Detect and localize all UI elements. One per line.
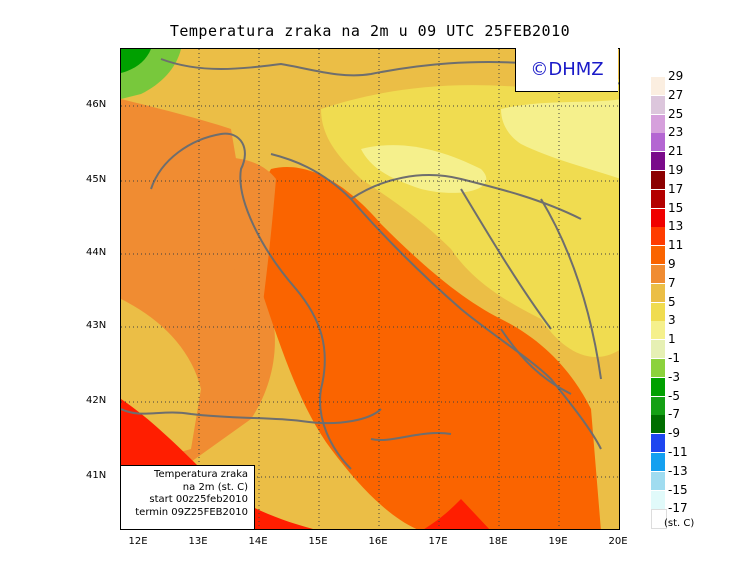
- legend-swatch: [651, 509, 667, 530]
- lon-label: 19E: [548, 536, 568, 547]
- legend-swatch: [651, 246, 665, 265]
- lon-label: 20E: [608, 536, 628, 547]
- lon-label: 13E: [188, 536, 208, 547]
- legend-swatch: [651, 359, 665, 377]
- hot-ionian-zone: [424, 499, 490, 529]
- lon-label: 14E: [248, 536, 268, 547]
- adriatic-sea: [255, 167, 601, 529]
- legend-level-label: 9: [668, 257, 676, 271]
- lon-label: 15E: [308, 536, 328, 547]
- legend-swatch: [651, 434, 665, 453]
- legend-level-label: 7: [668, 275, 676, 290]
- lon-label: 18E: [488, 536, 508, 547]
- lat-label: 42N: [86, 395, 107, 406]
- lon-label: 12E: [128, 536, 148, 547]
- info-line: start 00z25feb2010: [149, 494, 248, 505]
- legend-swatch: [651, 171, 665, 189]
- legend-swatch: [651, 114, 665, 133]
- legend-level-label: -17: [668, 501, 688, 516]
- info-line: Temperatura zraka: [154, 469, 248, 480]
- legend-level-label: 29: [668, 69, 684, 83]
- lat-label: 43N: [86, 320, 107, 331]
- legend-swatch: [651, 302, 665, 321]
- legend-level-label: 15: [668, 200, 684, 215]
- map-title: Temperatura zraka na 2m u 09 UTC 25FEB20…: [169, 22, 571, 40]
- legend-swatch: [651, 152, 665, 171]
- legend-swatch: [651, 321, 665, 340]
- legend-level-label: 3: [668, 313, 676, 328]
- legend-swatch: [651, 189, 665, 208]
- info-box: Temperatura zraka na 2m (st. C) start 00…: [121, 465, 255, 529]
- legend-level-label: 23: [668, 125, 684, 140]
- coldest-alpine-zone: [121, 49, 151, 73]
- legend-level-label: -1: [668, 351, 680, 365]
- legend-level-label: 21: [668, 144, 684, 159]
- info-line: na 2m (st. C): [182, 481, 248, 493]
- legend-level-label: -15: [668, 482, 688, 497]
- lon-label: 16E: [368, 536, 388, 547]
- legend-swatch: [651, 283, 665, 302]
- graticule: [121, 49, 619, 529]
- cold-pannonian-zone: [361, 145, 487, 193]
- legend-unit: (st. C): [664, 518, 695, 529]
- legend-level-label: 11: [668, 238, 684, 253]
- lat-label: 41N: [86, 470, 107, 481]
- legend-swatch: [651, 77, 665, 95]
- legend-swatch: [651, 95, 665, 114]
- legend-level-label: -9: [668, 426, 680, 441]
- legend-level-label: 13: [668, 219, 684, 234]
- legend-level-label: 1: [668, 332, 676, 347]
- legend-level-label: 25: [668, 106, 684, 121]
- lat-label: 44N: [86, 247, 107, 258]
- info-line: termin 09Z25FEB2010: [135, 506, 248, 518]
- legend-swatch: [651, 208, 665, 227]
- legend-level-label: -7: [668, 407, 680, 422]
- dhmz-watermark: ©DHMZ: [515, 48, 618, 92]
- temperature-field: [121, 49, 619, 529]
- istria-venice-zone: [201, 157, 276, 319]
- legend-swatch: [651, 340, 665, 359]
- lon-label: 17E: [428, 536, 448, 547]
- legend-swatch: [651, 490, 665, 509]
- legend-level-label: 19: [668, 163, 684, 177]
- cold-northeast-zone: [501, 99, 619, 179]
- legend-level-label: 17: [668, 181, 684, 196]
- legend-swatch: [651, 453, 665, 471]
- legend-swatch: [651, 227, 665, 246]
- temperature-map: [120, 48, 620, 530]
- legend-level-label: 27: [668, 87, 684, 102]
- legend-swatch: [651, 377, 665, 396]
- legend-swatch: [651, 133, 665, 152]
- legend-swatch: [651, 415, 665, 434]
- legend-swatch: [651, 265, 665, 283]
- legend-level-label: 5: [668, 294, 676, 309]
- legend-level-label: -11: [668, 445, 688, 459]
- legend-swatch: [651, 396, 665, 415]
- legend-level-label: -3: [668, 369, 680, 384]
- lat-label: 46N: [86, 99, 107, 110]
- lat-label: 45N: [86, 174, 107, 185]
- legend-level-label: -13: [668, 463, 688, 478]
- legend-level-label: -5: [668, 388, 680, 403]
- legend-swatch: [651, 471, 665, 490]
